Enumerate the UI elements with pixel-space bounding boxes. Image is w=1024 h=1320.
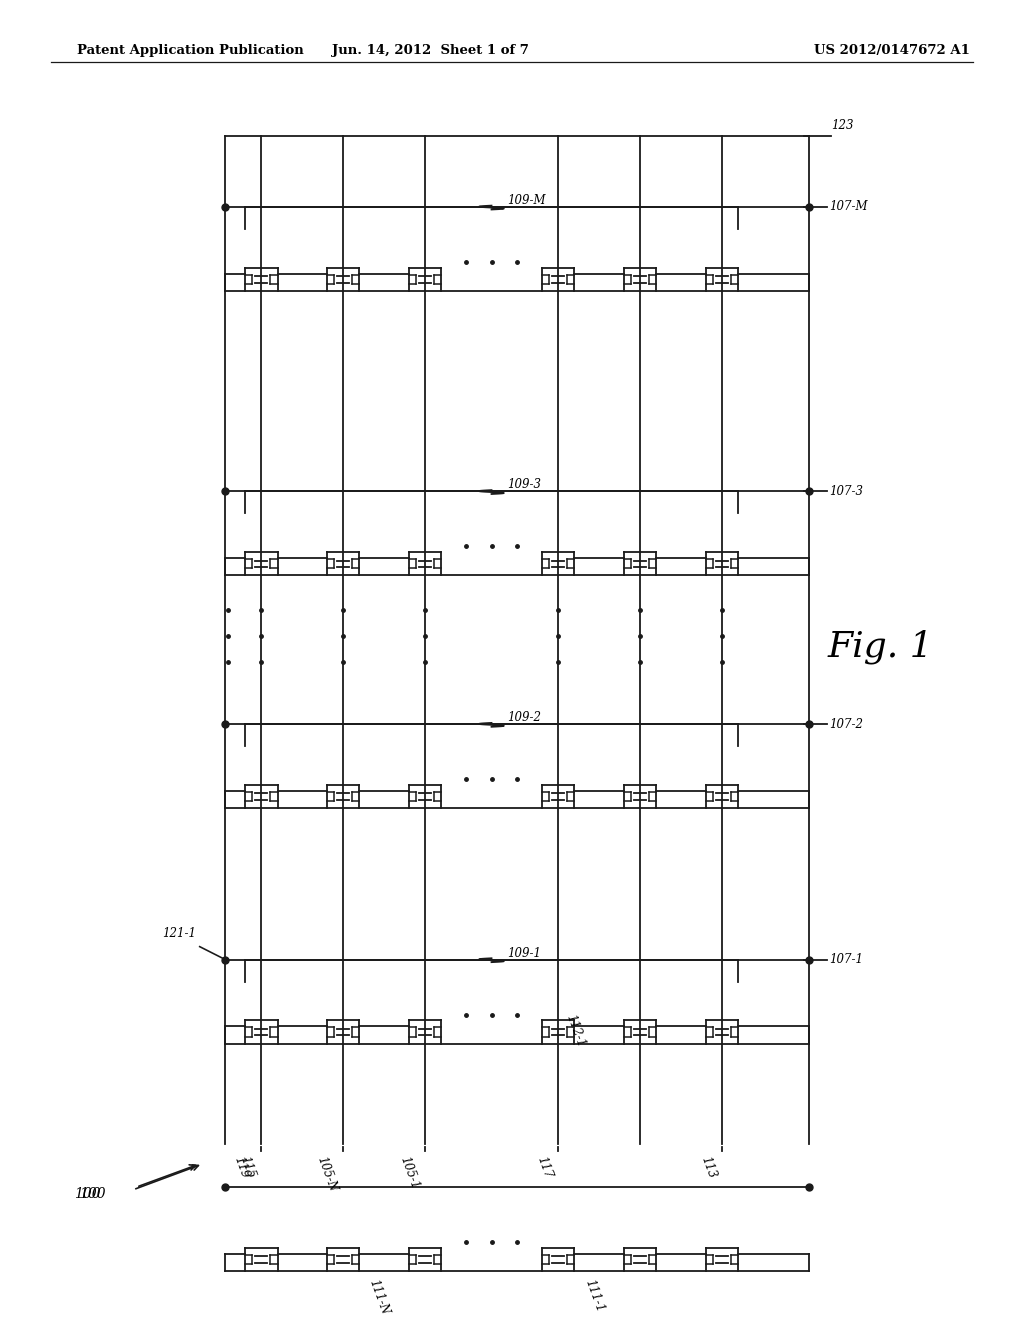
Text: 105-1: 105-1	[397, 1155, 421, 1191]
Text: Patent Application Publication: Patent Application Publication	[77, 44, 303, 57]
Text: 112-1: 112-1	[563, 1012, 587, 1049]
Text: US 2012/0147672 A1: US 2012/0147672 A1	[814, 44, 970, 57]
Text: 100: 100	[74, 1187, 100, 1201]
Text: 109-1: 109-1	[507, 946, 541, 960]
Text: 107-M: 107-M	[829, 201, 868, 214]
Text: 119: 119	[231, 1155, 251, 1180]
Text: 109-3: 109-3	[507, 478, 541, 491]
Text: 111-N: 111-N	[367, 1278, 391, 1316]
Text: 107-2: 107-2	[829, 718, 863, 731]
Text: 117: 117	[535, 1155, 554, 1180]
Text: Fig. 1: Fig. 1	[827, 630, 934, 664]
Text: 111-1: 111-1	[582, 1278, 606, 1315]
Text: 109-M: 109-M	[507, 194, 546, 207]
Text: 105-N: 105-N	[314, 1155, 339, 1193]
Text: 113: 113	[698, 1155, 718, 1180]
Text: 107-3: 107-3	[829, 484, 863, 498]
Text: 121-1: 121-1	[163, 927, 197, 940]
Text: 109-2: 109-2	[507, 711, 541, 725]
Text: 100: 100	[79, 1187, 105, 1201]
Text: 115: 115	[238, 1155, 257, 1180]
Text: Jun. 14, 2012  Sheet 1 of 7: Jun. 14, 2012 Sheet 1 of 7	[332, 44, 528, 57]
Text: 123: 123	[831, 119, 854, 132]
Text: 107-1: 107-1	[829, 953, 863, 966]
